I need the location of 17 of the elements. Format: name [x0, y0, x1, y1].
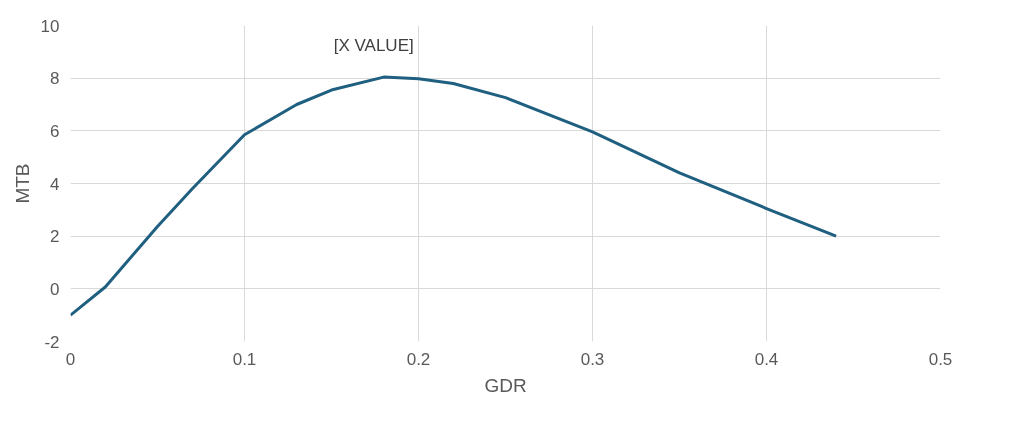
x-axis-title: GDR — [484, 374, 527, 396]
line-series — [70, 75, 838, 317]
y-tick-label: 0 — [50, 279, 60, 299]
x-tick-label: 0.5 — [928, 349, 953, 369]
x-tick-label: 0.2 — [406, 349, 431, 369]
y-tick-label: 8 — [50, 69, 60, 89]
x-tick-label: 0.4 — [754, 349, 779, 369]
y-tick-label: 10 — [40, 16, 60, 36]
y-axis-title: MTB — [11, 163, 33, 204]
y-tick-label: -2 — [44, 332, 60, 352]
x-tick-label: 0.3 — [580, 349, 605, 369]
y-tick-label: 4 — [50, 174, 60, 194]
y-tick-label: 6 — [50, 121, 60, 141]
x-tick-label: 0 — [65, 349, 76, 369]
annotation: [X VALUE] — [333, 36, 414, 56]
x-tick-label: 0.1 — [232, 349, 257, 369]
y-tick-label: 2 — [50, 227, 60, 247]
